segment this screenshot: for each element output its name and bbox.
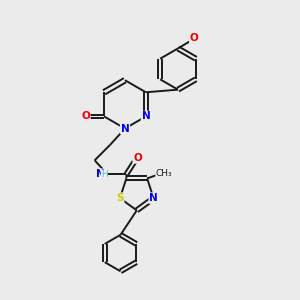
Text: H: H bbox=[101, 169, 108, 178]
Text: O: O bbox=[133, 153, 142, 163]
Text: N: N bbox=[149, 193, 158, 203]
Text: N: N bbox=[121, 124, 129, 134]
Text: O: O bbox=[190, 33, 199, 43]
Text: CH₃: CH₃ bbox=[156, 169, 172, 178]
Text: N: N bbox=[97, 169, 105, 179]
Text: N: N bbox=[142, 111, 150, 122]
Text: S: S bbox=[116, 193, 124, 203]
Text: O: O bbox=[81, 111, 90, 122]
